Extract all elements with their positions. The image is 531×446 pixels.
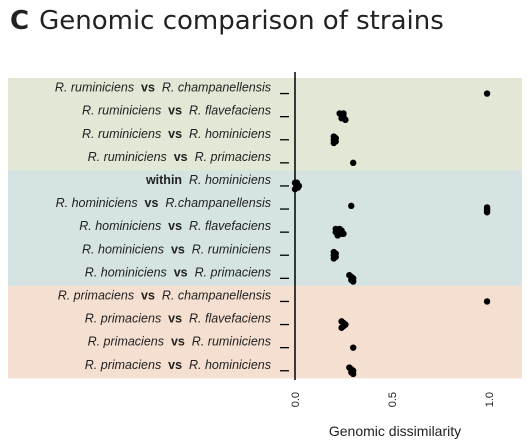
row-label: R. hominiciens vs R. flavefaciens	[79, 219, 271, 233]
row-label-species: R. hominiciens	[56, 196, 138, 210]
row-label-species: R. ruminiciens	[82, 104, 161, 118]
row-label-species: R. hominiciens	[182, 358, 271, 372]
row-label-species: R. champanellensis	[155, 288, 271, 302]
x-tick-label: 1.0	[484, 392, 496, 407]
row-label-species: R. champanellensis	[155, 81, 271, 95]
row-label-keyword: vs	[161, 104, 182, 118]
row-label: R. primaciens vs R. ruminiciens	[88, 335, 271, 349]
data-point	[483, 209, 491, 216]
row-label-species: R. primaciens	[188, 265, 271, 279]
row-label-species: R. hominiciens	[85, 265, 167, 279]
x-axis-label: Genomic dissimilarity	[328, 423, 462, 439]
chart-title: C Genomic comparison of strains	[10, 6, 444, 36]
row-label: R. ruminiciens vs R. primaciens	[88, 150, 271, 164]
x-tick-label: 0.0	[290, 392, 302, 407]
row-label-keyword: vs	[167, 265, 188, 279]
data-point	[330, 139, 337, 147]
row-label-keyword: vs	[134, 288, 155, 302]
data-point	[334, 232, 341, 239]
data-point	[483, 90, 491, 97]
row-label: R. primaciens vs R. flavefaciens	[85, 312, 271, 326]
data-point	[340, 230, 347, 237]
row-label: R. hominiciens vs R. primaciens	[85, 265, 271, 279]
row-label-species: R. primaciens	[58, 288, 134, 302]
row-label-keyword: vs	[161, 219, 182, 233]
row-label-keyword: vs	[161, 127, 182, 141]
row-label-species: R. hominiciens	[182, 127, 271, 141]
row-label: R. ruminiciens vs R. flavefaciens	[82, 104, 271, 118]
data-point	[330, 255, 337, 262]
row-label-keyword: vs	[138, 196, 159, 210]
row-label-species: R. ruminiciens	[185, 335, 271, 349]
row-label: R. hominiciens vs R. ruminiciens	[82, 242, 271, 256]
row-label: within R. hominiciens	[145, 173, 271, 187]
row-label-keyword: vs	[161, 312, 182, 326]
data-point	[350, 278, 357, 285]
group-band-1	[8, 78, 522, 171]
row-label-species: R. flavefaciens	[182, 219, 271, 233]
x-tick-label: 0.5	[387, 392, 399, 407]
data-point	[350, 370, 357, 378]
row-label-species: R. flavefaciens	[182, 104, 271, 118]
row-label-keyword: vs	[161, 358, 182, 372]
row-label-keyword: vs	[167, 150, 188, 164]
chart-title-text: Genomic comparison of strains	[39, 6, 444, 36]
row-label-species: R. ruminiciens	[185, 242, 271, 256]
row-label-keyword: vs	[164, 242, 185, 256]
row-label-species: R. primaciens	[85, 358, 161, 372]
panel-letter: C	[10, 6, 30, 36]
data-point	[350, 159, 357, 167]
row-label: R. ruminiciens vs R. champanellensis	[55, 81, 271, 95]
row-label: R. primaciens vs R. champanellensis	[58, 288, 271, 302]
group-band-2	[8, 170, 522, 286]
row-label: R. ruminiciens vs R. hominiciens	[82, 127, 271, 141]
row-label-species: R. flavefaciens	[182, 312, 271, 326]
row-label: R. hominiciens vs R.champanellensis	[56, 196, 271, 210]
row-label-species: R. primaciens	[188, 150, 271, 164]
data-point	[295, 182, 303, 190]
row-label-species: R. primaciens	[85, 312, 161, 326]
data-point	[348, 202, 355, 210]
row-label-keyword: within	[145, 173, 182, 187]
row-label-species: R. ruminiciens	[88, 150, 167, 164]
data-point	[342, 116, 349, 124]
data-point	[350, 344, 357, 351]
row-label-keyword: vs	[134, 81, 155, 95]
data-point	[340, 110, 347, 117]
row-label-species: R. ruminiciens	[55, 81, 134, 95]
row-label-species: R. hominiciens	[82, 242, 164, 256]
row-label: R. primaciens vs R. hominiciens	[85, 358, 271, 372]
row-label-species: R.champanellensis	[158, 196, 271, 210]
row-label-species: R. hominiciens	[79, 219, 161, 233]
data-point	[338, 324, 345, 331]
row-label-species: R. primaciens	[88, 335, 164, 349]
row-label-species: R. ruminiciens	[82, 127, 161, 141]
row-label-species: R. hominiciens	[182, 173, 271, 187]
data-point	[483, 298, 491, 305]
row-label-keyword: vs	[164, 335, 185, 349]
group-band-3	[8, 285, 522, 379]
